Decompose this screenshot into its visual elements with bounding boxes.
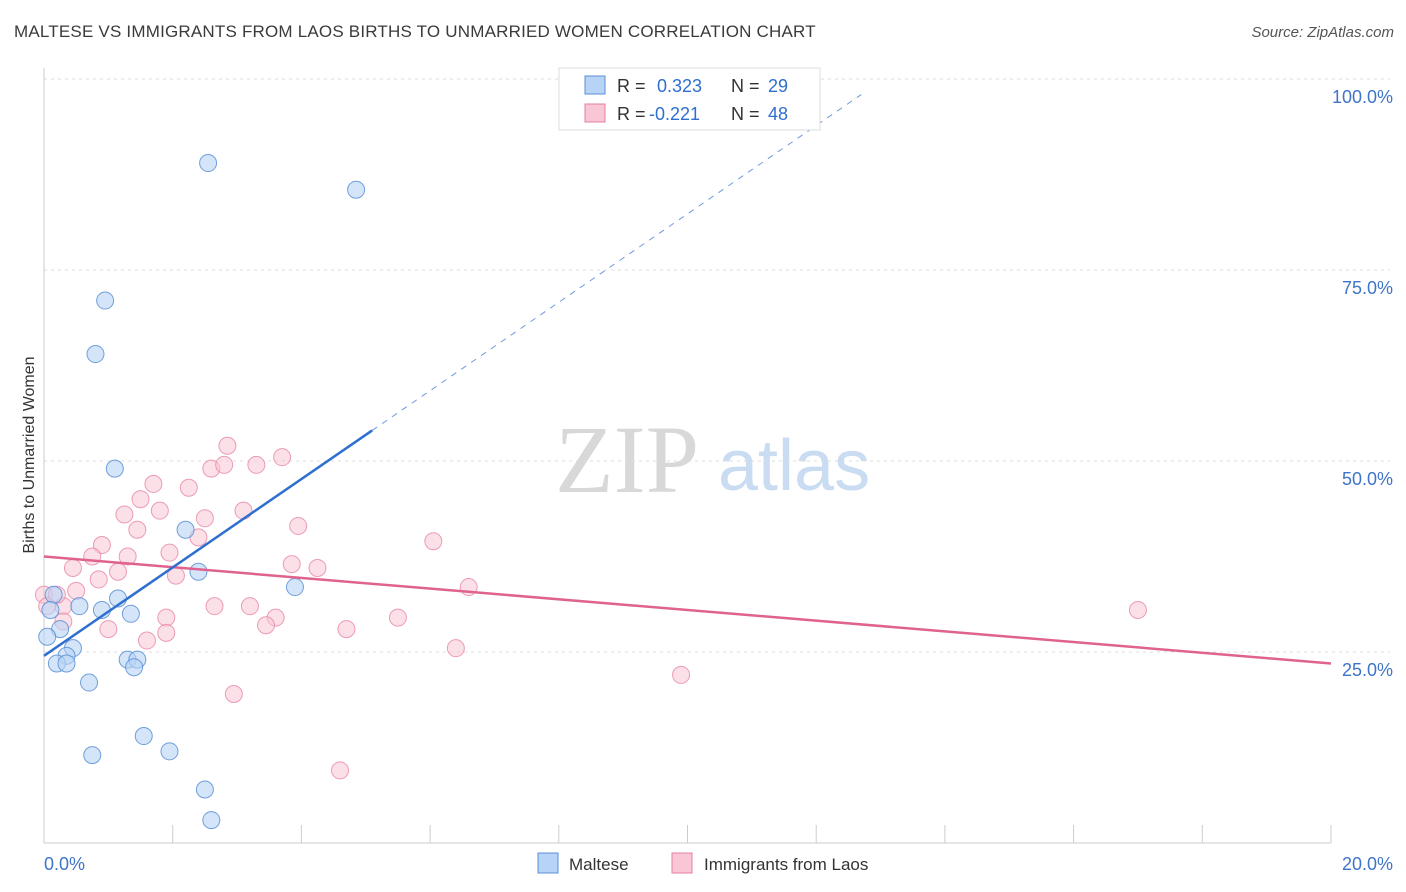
stats-n-value-1: 29	[768, 76, 788, 96]
stats-r-label-2: R =	[617, 104, 646, 124]
stats-n-value-2: 48	[768, 104, 788, 124]
point-immigrants-from-laos	[67, 581, 86, 600]
point-immigrants-from-laos	[115, 505, 134, 524]
series-maltese	[38, 154, 366, 830]
watermark-atlas: atlas	[718, 426, 870, 506]
point-maltese	[199, 154, 218, 173]
stats-legend-swatch-laos	[584, 103, 606, 123]
stats-r-value-1: 0.323	[657, 76, 702, 96]
point-maltese	[96, 291, 115, 310]
point-maltese	[134, 727, 153, 746]
point-maltese	[195, 780, 214, 799]
point-immigrants-from-laos	[289, 516, 308, 535]
point-maltese	[121, 604, 140, 623]
y-tick-label: 75.0%	[1342, 278, 1393, 298]
point-immigrants-from-laos	[157, 623, 176, 642]
point-maltese	[38, 627, 57, 646]
point-immigrants-from-laos	[672, 665, 691, 684]
y-axis-label: Births to Unmarried Women	[21, 356, 38, 553]
point-immigrants-from-laos	[337, 620, 356, 639]
point-immigrants-from-laos	[99, 620, 118, 639]
point-maltese	[202, 811, 221, 830]
legend-label-maltese: Maltese	[569, 855, 629, 874]
point-maltese	[105, 459, 124, 478]
legend-label-laos: Immigrants from Laos	[704, 855, 868, 874]
point-immigrants-from-laos	[118, 547, 137, 566]
point-immigrants-from-laos	[388, 608, 407, 627]
y-tick-label: 100.0%	[1332, 87, 1393, 107]
point-immigrants-from-laos	[282, 555, 301, 574]
point-immigrants-from-laos	[234, 501, 253, 520]
point-maltese	[83, 746, 102, 765]
point-immigrants-from-laos	[92, 536, 111, 555]
point-immigrants-from-laos	[1128, 600, 1147, 619]
x-tick-label-max: 20.0%	[1342, 854, 1393, 874]
stats-r-value-2: -0.221	[649, 104, 700, 124]
stats-legend: R = 0.323 N = 29 R = -0.221 N = 48	[558, 67, 821, 131]
point-immigrants-from-laos	[215, 455, 234, 474]
stats-r-label-1: R =	[617, 76, 646, 96]
trend-line-maltese	[43, 429, 373, 657]
point-immigrants-from-laos	[131, 490, 150, 509]
point-immigrants-from-laos	[205, 597, 224, 616]
y-tick-label: 50.0%	[1342, 469, 1393, 489]
stats-n-label-2: N =	[731, 104, 760, 124]
point-maltese	[80, 673, 99, 692]
grid-lines	[44, 78, 1390, 653]
point-immigrants-from-laos	[63, 558, 82, 577]
point-immigrants-from-laos	[157, 608, 176, 627]
point-immigrants-from-laos	[308, 558, 327, 577]
point-maltese	[86, 345, 105, 364]
point-maltese	[57, 654, 76, 673]
legend-swatch-laos	[671, 852, 693, 874]
y-tick-labels: 25.0% 50.0% 75.0% 100.0%	[1332, 87, 1393, 680]
x-tick-label-min: 0.0%	[44, 854, 85, 874]
point-immigrants-from-laos	[83, 547, 102, 566]
point-maltese	[41, 600, 60, 619]
point-immigrants-from-laos	[137, 631, 156, 650]
point-immigrants-from-laos	[89, 570, 108, 589]
point-immigrants-from-laos	[150, 501, 169, 520]
x-tick-labels: 0.0% 20.0%	[44, 854, 1393, 874]
point-immigrants-from-laos	[109, 562, 128, 581]
point-maltese	[285, 578, 304, 597]
point-immigrants-from-laos	[331, 761, 350, 780]
bottom-legend: Maltese Immigrants from Laos	[537, 852, 868, 874]
point-immigrants-from-laos	[144, 474, 163, 493]
point-maltese	[125, 658, 144, 677]
point-immigrants-from-laos	[218, 436, 237, 455]
point-maltese	[160, 742, 179, 761]
point-immigrants-from-laos	[160, 543, 179, 562]
y-tick-label: 25.0%	[1342, 660, 1393, 680]
point-immigrants-from-laos	[195, 509, 214, 528]
point-immigrants-from-laos	[224, 685, 243, 704]
stats-n-label-1: N =	[731, 76, 760, 96]
point-maltese	[70, 597, 89, 616]
x-ticks	[43, 825, 1332, 843]
trend-line-immigrants-from-laos	[43, 555, 1332, 665]
point-immigrants-from-laos	[446, 639, 465, 658]
point-immigrants-from-laos	[273, 448, 292, 467]
point-immigrants-from-laos	[128, 520, 147, 539]
trend-lines	[43, 94, 1332, 665]
source-label: Source: ZipAtlas.com	[1251, 24, 1394, 41]
chart-title: MALTESE VS IMMIGRANTS FROM LAOS BIRTHS T…	[14, 22, 816, 41]
point-immigrants-from-laos	[179, 478, 198, 497]
legend-swatch-maltese	[537, 852, 559, 874]
point-immigrants-from-laos	[247, 455, 266, 474]
point-maltese	[189, 562, 208, 581]
stats-legend-swatch-maltese	[584, 75, 606, 95]
point-maltese	[44, 585, 63, 604]
point-maltese	[176, 520, 195, 539]
point-immigrants-from-laos	[257, 616, 276, 635]
trend-line-maltese-extension	[371, 94, 862, 431]
point-maltese	[347, 180, 366, 199]
point-immigrants-from-laos	[240, 597, 259, 616]
watermark-zip: ZIP	[555, 406, 699, 513]
point-immigrants-from-laos	[424, 532, 443, 551]
